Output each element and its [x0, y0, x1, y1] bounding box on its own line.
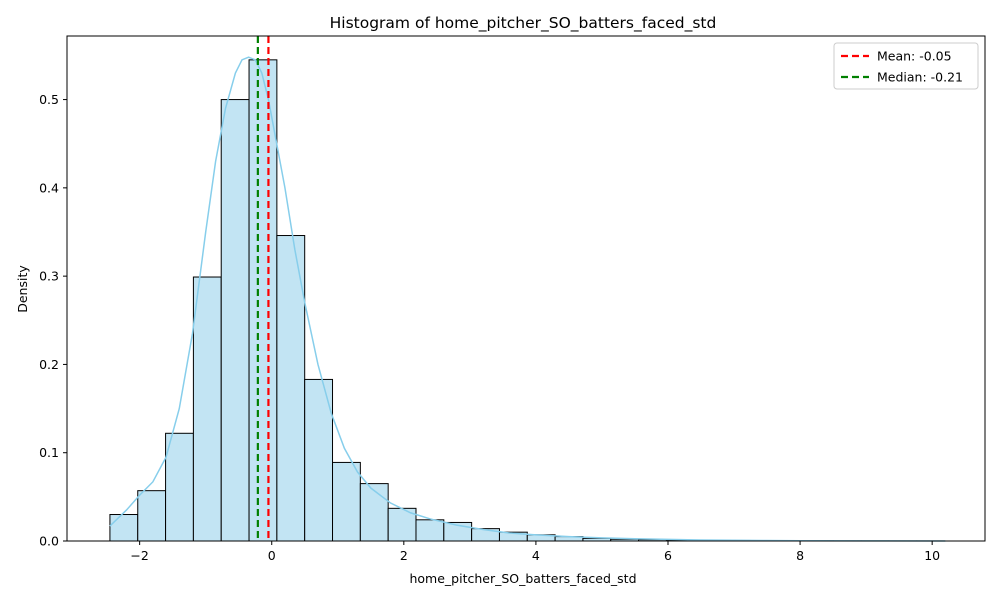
- x-tick-label: 2: [400, 548, 408, 563]
- axes-frame: [66, 35, 986, 542]
- x-tick-label: −2: [130, 548, 148, 563]
- plot-area: [66, 35, 986, 542]
- legend-box: [833, 42, 979, 90]
- histogram-bar: [192, 276, 222, 542]
- histogram-bar: [332, 461, 361, 542]
- histogram-bar: [359, 483, 389, 542]
- kde-curve: [109, 56, 946, 542]
- chart-title: Histogram of home_pitcher_SO_batters_fac…: [330, 14, 717, 33]
- x-tick-label: 10: [924, 548, 940, 563]
- legend-label: Median: -0.21: [877, 70, 963, 85]
- histogram-bar: [137, 490, 167, 542]
- histogram-bar: [304, 378, 334, 542]
- y-tick-label: 0.3: [39, 269, 59, 284]
- y-axis-label: Density: [15, 265, 30, 313]
- y-tick-label: 0.2: [39, 357, 59, 372]
- y-tick-label: 0.1: [39, 445, 59, 460]
- x-tick-label: 6: [664, 548, 672, 563]
- y-tick-label: 0.4: [39, 180, 59, 195]
- y-axis-ticks: 0.0 0.1 0.2 0.3 0.4 0.5: [39, 92, 67, 549]
- histogram-bar: [276, 235, 306, 542]
- legend: Mean: -0.05 Median: -0.21: [833, 42, 979, 90]
- histogram-bar: [248, 59, 278, 542]
- y-tick-label: 0.0: [39, 534, 59, 549]
- x-axis-label: home_pitcher_SO_batters_faced_std: [409, 571, 636, 586]
- x-tick-label: 8: [796, 548, 804, 563]
- x-tick-label: 0: [268, 548, 276, 563]
- y-tick-label: 0.5: [39, 92, 59, 107]
- x-axis-ticks: −2 0 2 4 6 8 10: [130, 541, 940, 563]
- x-tick-label: 4: [532, 548, 540, 563]
- histogram-bar: [165, 432, 194, 542]
- legend-label: Mean: -0.05: [877, 49, 952, 64]
- histogram-bar: [220, 99, 250, 542]
- histogram-bar: [109, 514, 139, 542]
- histogram-bar: [415, 519, 445, 542]
